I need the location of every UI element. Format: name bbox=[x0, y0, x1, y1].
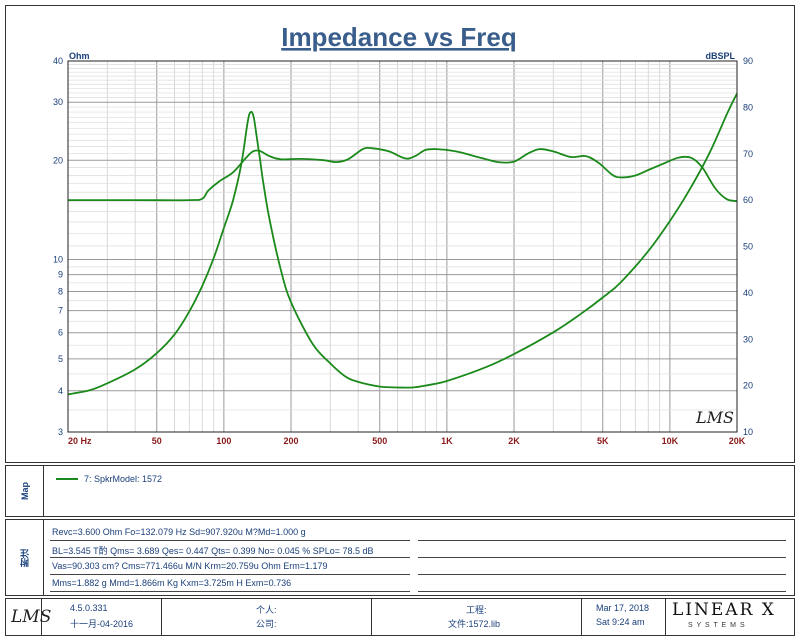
map-side-label: Map bbox=[6, 466, 44, 516]
x-tick-label: 50 bbox=[152, 436, 162, 446]
x-tick-label: 20 Hz bbox=[68, 436, 92, 446]
grid bbox=[67, 60, 738, 433]
x-tick-label: 200 bbox=[283, 436, 298, 446]
right-tick-label: 40 bbox=[743, 288, 753, 298]
left-axis-unit: Ohm bbox=[69, 51, 90, 61]
right-tick-label: 30 bbox=[743, 334, 753, 344]
impedance-chart: Impedance vs Freq Ohm dBSPL 20 Hz 50 100 20… bbox=[53, 22, 753, 446]
footer-time: Sat 9:24 am bbox=[596, 617, 645, 627]
param-rule bbox=[418, 557, 786, 558]
right-tick-label: 70 bbox=[743, 149, 753, 159]
right-tick-label: 20 bbox=[743, 381, 753, 391]
x-tick-label: 500 bbox=[372, 436, 387, 446]
x-tick-label: 20K bbox=[729, 436, 746, 446]
left-tick-label: 20 bbox=[53, 155, 63, 165]
left-axis-ticks: 40 30 20 10 9 8 7 6 5 4 3 bbox=[53, 56, 63, 437]
left-tick-label: 5 bbox=[58, 354, 63, 364]
left-tick-label: 30 bbox=[53, 97, 63, 107]
left-tick-label: 9 bbox=[58, 270, 63, 280]
right-tick-label: 50 bbox=[743, 242, 753, 252]
footer-date-cell: Mar 17, 2018 Sat 9:24 am bbox=[582, 599, 666, 635]
param-rule bbox=[50, 540, 410, 541]
x-axis-ticks: 20 Hz 50 100 200 500 1K 2K 5K 10K 20K bbox=[68, 436, 746, 446]
company-label: 公司: bbox=[256, 619, 277, 629]
legend-swatch bbox=[56, 478, 78, 480]
x-tick-label: 10K bbox=[662, 436, 679, 446]
series-line-1 bbox=[68, 146, 738, 202]
legend-entry-label: 7: SpkrModel: 1572 bbox=[84, 474, 163, 484]
footer-project-cell: 工程: 文件:1572.lib bbox=[372, 599, 582, 635]
left-tick-label: 3 bbox=[58, 427, 63, 437]
right-tick-label: 10 bbox=[743, 427, 753, 437]
param-rule bbox=[418, 574, 786, 575]
footer-person-cell: 个人: 公司: bbox=[162, 599, 372, 635]
param-row-4: Mms=1.882 g Mmd=1.866m Kg Kxm=3.725m H E… bbox=[52, 578, 292, 588]
plot-panel: Impedance vs Freq Ohm dBSPL 20 Hz 50 100 20… bbox=[5, 5, 795, 463]
map-side-label-text: Map bbox=[19, 482, 30, 500]
x-tick-label: 100 bbox=[216, 436, 231, 446]
x-tick-label: 5K bbox=[597, 436, 609, 446]
file-label: 文件:1572.lib bbox=[448, 619, 501, 629]
version-number: 4.5.0.331 bbox=[70, 603, 108, 613]
left-tick-label: 40 bbox=[53, 56, 63, 66]
param-rule bbox=[418, 540, 786, 541]
linearx-logo-sub: S Y S T E M S bbox=[688, 622, 746, 629]
series-line-2 bbox=[67, 93, 738, 396]
legend-entry[interactable]: 7: SpkrModel: 1572 bbox=[56, 474, 162, 484]
lms-watermark: LMS bbox=[695, 408, 734, 427]
param-row-1: Revc=3.600 Ohm Fo=132.079 Hz Sd=907.920u… bbox=[52, 527, 306, 537]
left-tick-label: 10 bbox=[53, 255, 63, 265]
left-tick-label: 4 bbox=[58, 386, 63, 396]
footer-logo-cell: LMS bbox=[6, 599, 51, 635]
param-rule bbox=[50, 557, 410, 558]
param-rule bbox=[418, 591, 786, 592]
lms-logo: LMS bbox=[11, 607, 52, 627]
footer-version-cell: 4.5.0.331 十一月-04-2016 bbox=[42, 599, 162, 635]
param-row-2: BL=3.545 T酌 Qms= 3.689 Qes= 0.447 Qts= 0… bbox=[52, 546, 374, 556]
notes-side-label: 附注 bbox=[6, 520, 44, 595]
right-tick-label: 60 bbox=[743, 195, 753, 205]
x-tick-label: 2K bbox=[508, 436, 520, 446]
right-axis-ticks: 90 80 70 60 50 40 30 20 10 bbox=[743, 56, 753, 437]
series-layer bbox=[67, 93, 738, 396]
right-tick-label: 80 bbox=[743, 102, 753, 112]
param-rule bbox=[50, 574, 410, 575]
param-row-3: Vas=90.303 cm? Cms=771.466u M/N Krm=20.7… bbox=[52, 561, 328, 571]
plot-area-border bbox=[67, 60, 738, 433]
project-label: 工程: bbox=[466, 605, 487, 615]
left-tick-label: 6 bbox=[58, 328, 63, 338]
left-tick-label: 8 bbox=[58, 287, 63, 297]
legend-panel: Map 7: SpkrModel: 1572 bbox=[5, 465, 795, 517]
chart-title: Impedance vs Freq bbox=[281, 22, 517, 52]
footer-brand-cell: LINEAR X S Y S T E M S bbox=[666, 599, 794, 635]
notes-side-label-text: 附注 bbox=[20, 548, 30, 567]
version-date: 十一月-04-2016 bbox=[70, 619, 134, 629]
left-tick-label: 7 bbox=[58, 306, 63, 316]
footer-panel: LMS 4.5.0.331 十一月-04-2016 个人: 公司: 工程: 文件… bbox=[5, 598, 795, 636]
person-label: 个人: bbox=[256, 605, 277, 615]
x-tick-label: 1K bbox=[441, 436, 453, 446]
notes-panel: 附注 Revc=3.600 Ohm Fo=132.079 Hz Sd=907.9… bbox=[5, 519, 795, 596]
linearx-logo: LINEAR X bbox=[672, 600, 776, 620]
right-axis-unit: dBSPL bbox=[705, 51, 735, 61]
footer-date: Mar 17, 2018 bbox=[596, 603, 650, 613]
param-rule bbox=[50, 591, 410, 592]
right-tick-label: 90 bbox=[743, 56, 753, 66]
